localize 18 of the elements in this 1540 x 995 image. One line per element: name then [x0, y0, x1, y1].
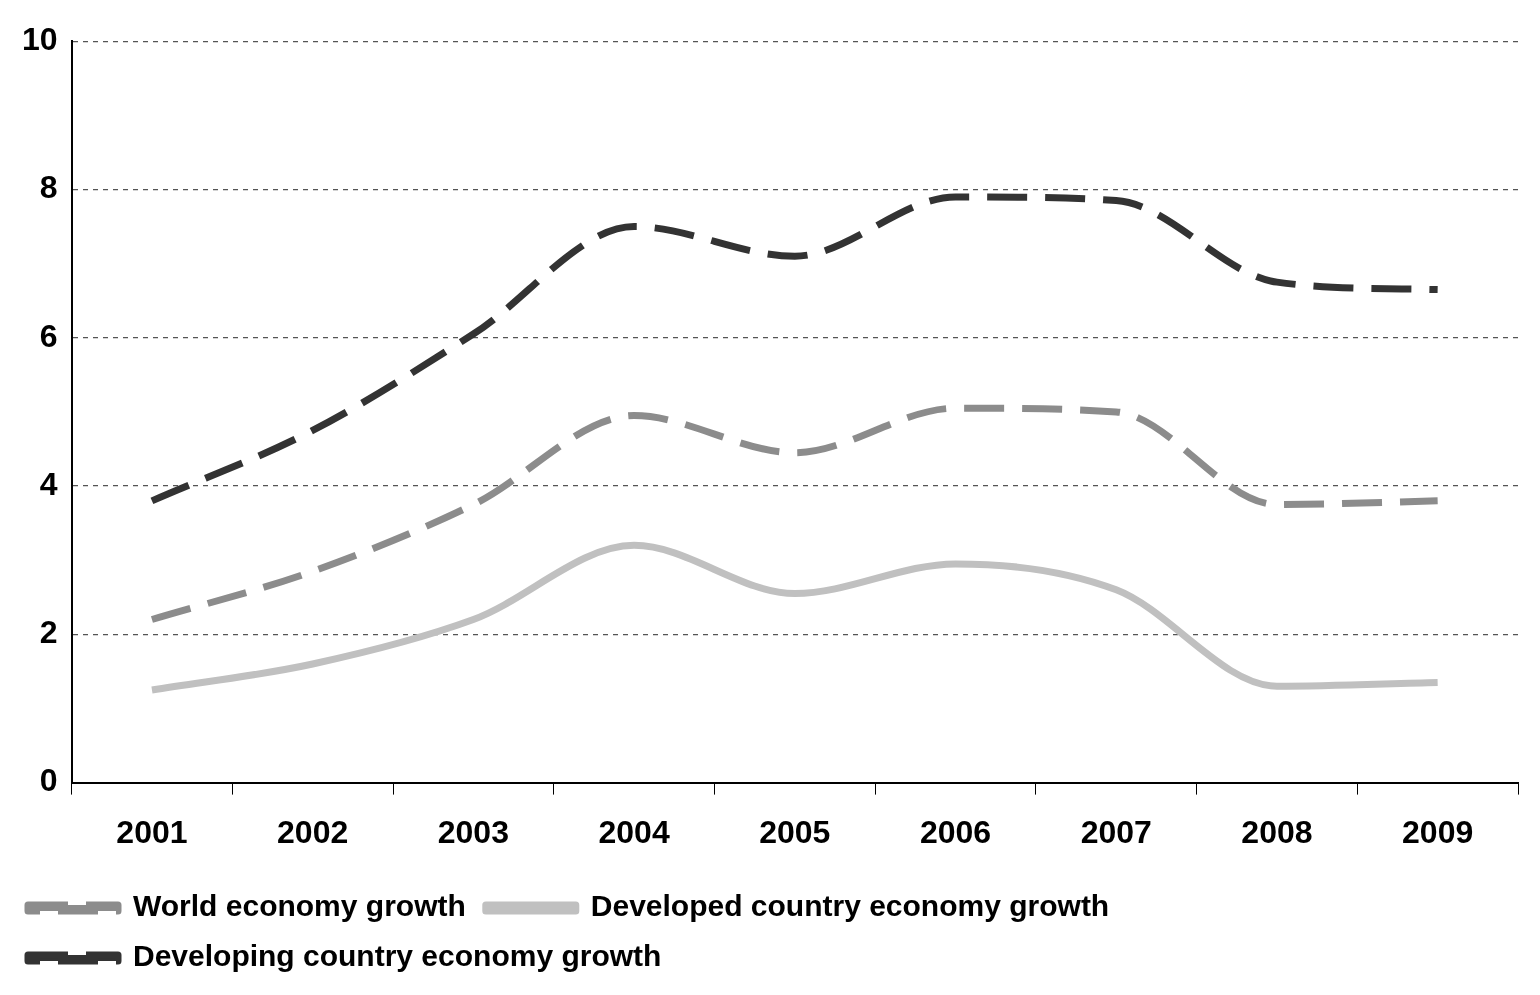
legend-label: Developed country economy growth	[590, 889, 1110, 923]
x-tick-label: 2003	[437, 813, 509, 850]
x-tick-label: 2001	[116, 813, 188, 850]
x-tick-label: 2006	[919, 813, 992, 850]
y-tick-label: 6	[39, 317, 58, 354]
legend-label: World economy growth	[133, 889, 466, 923]
x-tick-label: 2009	[1402, 813, 1474, 850]
x-tick-label: 2008	[1241, 813, 1313, 850]
y-tick-label: 2	[39, 614, 58, 651]
legend-label: Developing country economy growth	[133, 939, 662, 973]
y-tick-label: 8	[39, 169, 58, 206]
y-tick-label: 10	[22, 21, 58, 58]
x-tick-label: 2005	[759, 813, 831, 850]
y-tick-label: 0	[39, 762, 58, 799]
y-tick-label: 4	[39, 465, 58, 502]
x-tick-label: 2004	[598, 813, 670, 850]
x-tick-label: 2007	[1080, 813, 1152, 850]
x-tick-label: 2002	[277, 813, 349, 850]
